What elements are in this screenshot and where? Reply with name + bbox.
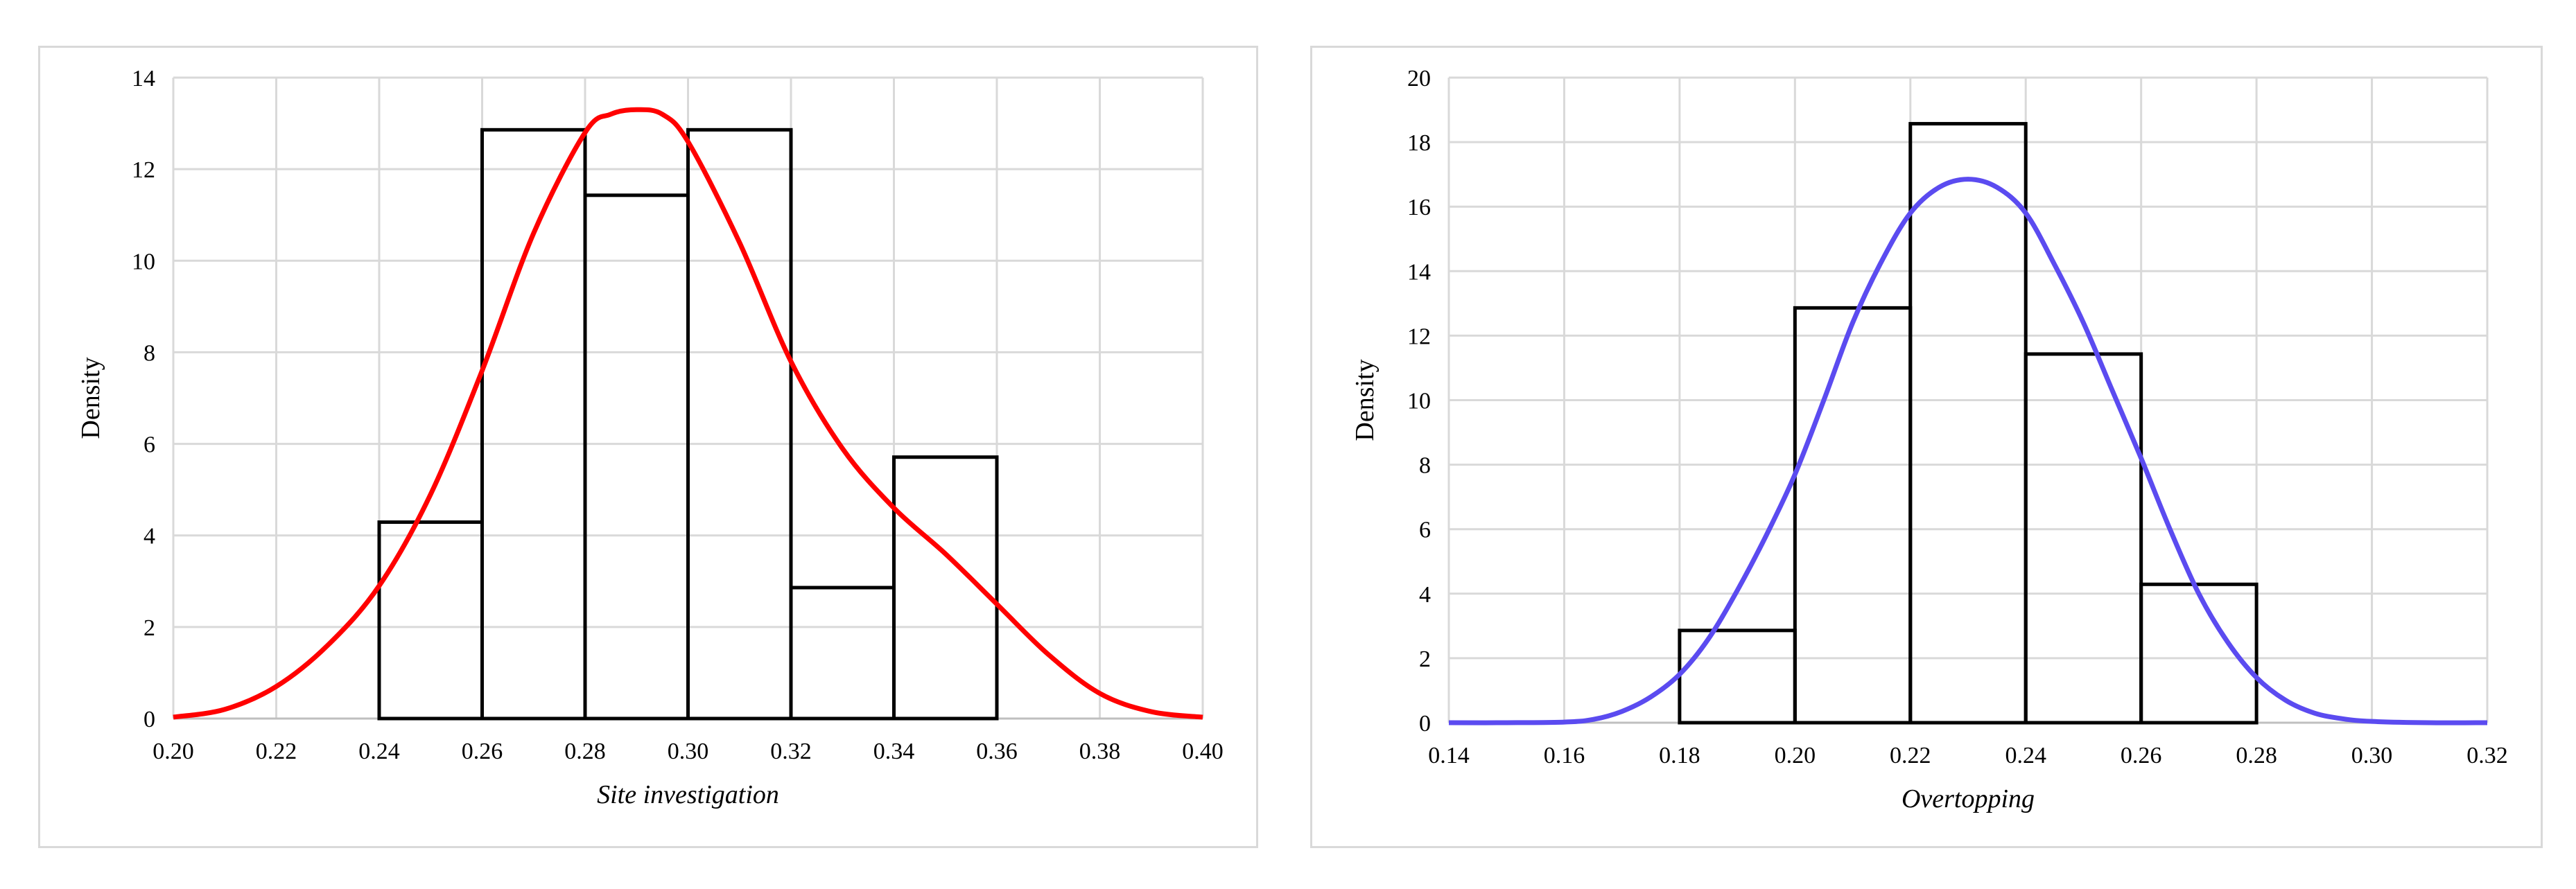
- x-tick-label: 0.22: [256, 739, 297, 764]
- y-tick-label: 12: [1407, 324, 1431, 349]
- x-tick-label: 0.38: [1079, 739, 1121, 764]
- histogram-bar: [583, 193, 690, 721]
- x-tick-label: 0.28: [2236, 743, 2277, 768]
- chart-panel-overtopping: 0 2 4 6 8 10 12 14 16 18 20 0.14 0.16 0.18 0.20 0.22 0.2…: [1310, 46, 2543, 848]
- histogram-bar: [892, 455, 999, 721]
- x-axis-title: Site investigation: [597, 780, 779, 809]
- x-tick-label: 0.30: [668, 739, 709, 764]
- x-tick-label: 0.30: [2351, 743, 2393, 768]
- density-curve: [173, 107, 1203, 720]
- x-tick-label: 0.22: [1890, 743, 1931, 768]
- density-curve: [1448, 177, 2488, 725]
- y-tick-label: 6: [1419, 518, 1431, 543]
- histogram-bar: [2139, 582, 2259, 725]
- histogram-bar: [789, 586, 896, 721]
- x-tick-label: 0.40: [1182, 739, 1224, 764]
- x-axis-title: Overtopping: [1901, 784, 2035, 813]
- y-tick-label: 0: [1419, 711, 1431, 737]
- x-tick-label: 0.24: [2005, 743, 2046, 768]
- histogram-bar: [1908, 122, 2028, 725]
- x-tick-label: 0.24: [358, 739, 400, 764]
- histogram-bar: [480, 127, 587, 721]
- y-tick-label: 2: [1419, 646, 1431, 672]
- histogram-bar: [686, 127, 793, 721]
- y-tick-label: 16: [1407, 195, 1431, 220]
- y-axis-title: Density: [1350, 359, 1380, 441]
- y-tick-label: 20: [1407, 66, 1431, 91]
- y-tick-label: 4: [1419, 582, 1431, 608]
- y-tick-label: 14: [1407, 259, 1431, 285]
- x-tick-label: 0.14: [1428, 743, 1470, 768]
- y-tick-label: 10: [132, 249, 155, 274]
- x-tick-label: 0.20: [1775, 743, 1816, 768]
- y-tick-label: 2: [143, 615, 155, 641]
- y-tick-label: 4: [143, 524, 155, 549]
- x-tick-label: 0.16: [1544, 743, 1585, 768]
- y-tick-label: 10: [1407, 389, 1431, 414]
- y-tick-label: 8: [1419, 453, 1431, 479]
- x-tick-label: 0.36: [976, 739, 1018, 764]
- histogram-bar: [1678, 628, 1797, 725]
- x-tick-label: 0.26: [2121, 743, 2162, 768]
- x-tick-label: 0.20: [153, 739, 194, 764]
- x-tick-label: 0.34: [873, 739, 915, 764]
- histogram-bar: [377, 520, 484, 721]
- y-tick-label: 0: [143, 707, 155, 732]
- y-tick-label: 6: [143, 432, 155, 458]
- x-tick-label: 0.32: [770, 739, 812, 764]
- x-tick-label: 0.26: [462, 739, 503, 764]
- x-tick-label: 0.18: [1659, 743, 1700, 768]
- y-tick-label: 12: [132, 157, 155, 183]
- y-tick-label: 14: [132, 66, 155, 91]
- histogram-bar: [1793, 306, 1913, 725]
- gridlines: [1447, 76, 2489, 723]
- chart-site-investigation: 0 2 4 6 8 10 12 14 0.20 0.22 0.24 0.26 0.28 0.30 0.32 0…: [76, 66, 1224, 809]
- x-tick-label: 0.28: [564, 739, 606, 764]
- histogram-bar: [2024, 352, 2143, 725]
- y-axis-title: Density: [76, 357, 105, 439]
- chart-panel-site-investigation: 0 2 4 6 8 10 12 14 0.20 0.22 0.24 0.26 0.28 0.30 0.32 0…: [38, 46, 1258, 848]
- y-tick-label: 8: [143, 340, 155, 366]
- x-tick-label: 0.32: [2466, 743, 2508, 768]
- chart-overtopping: 0 2 4 6 8 10 12 14 16 18 20 0.14 0.16 0.18 0.20 0.22 0.2…: [1350, 66, 2508, 813]
- y-tick-label: 18: [1407, 130, 1431, 156]
